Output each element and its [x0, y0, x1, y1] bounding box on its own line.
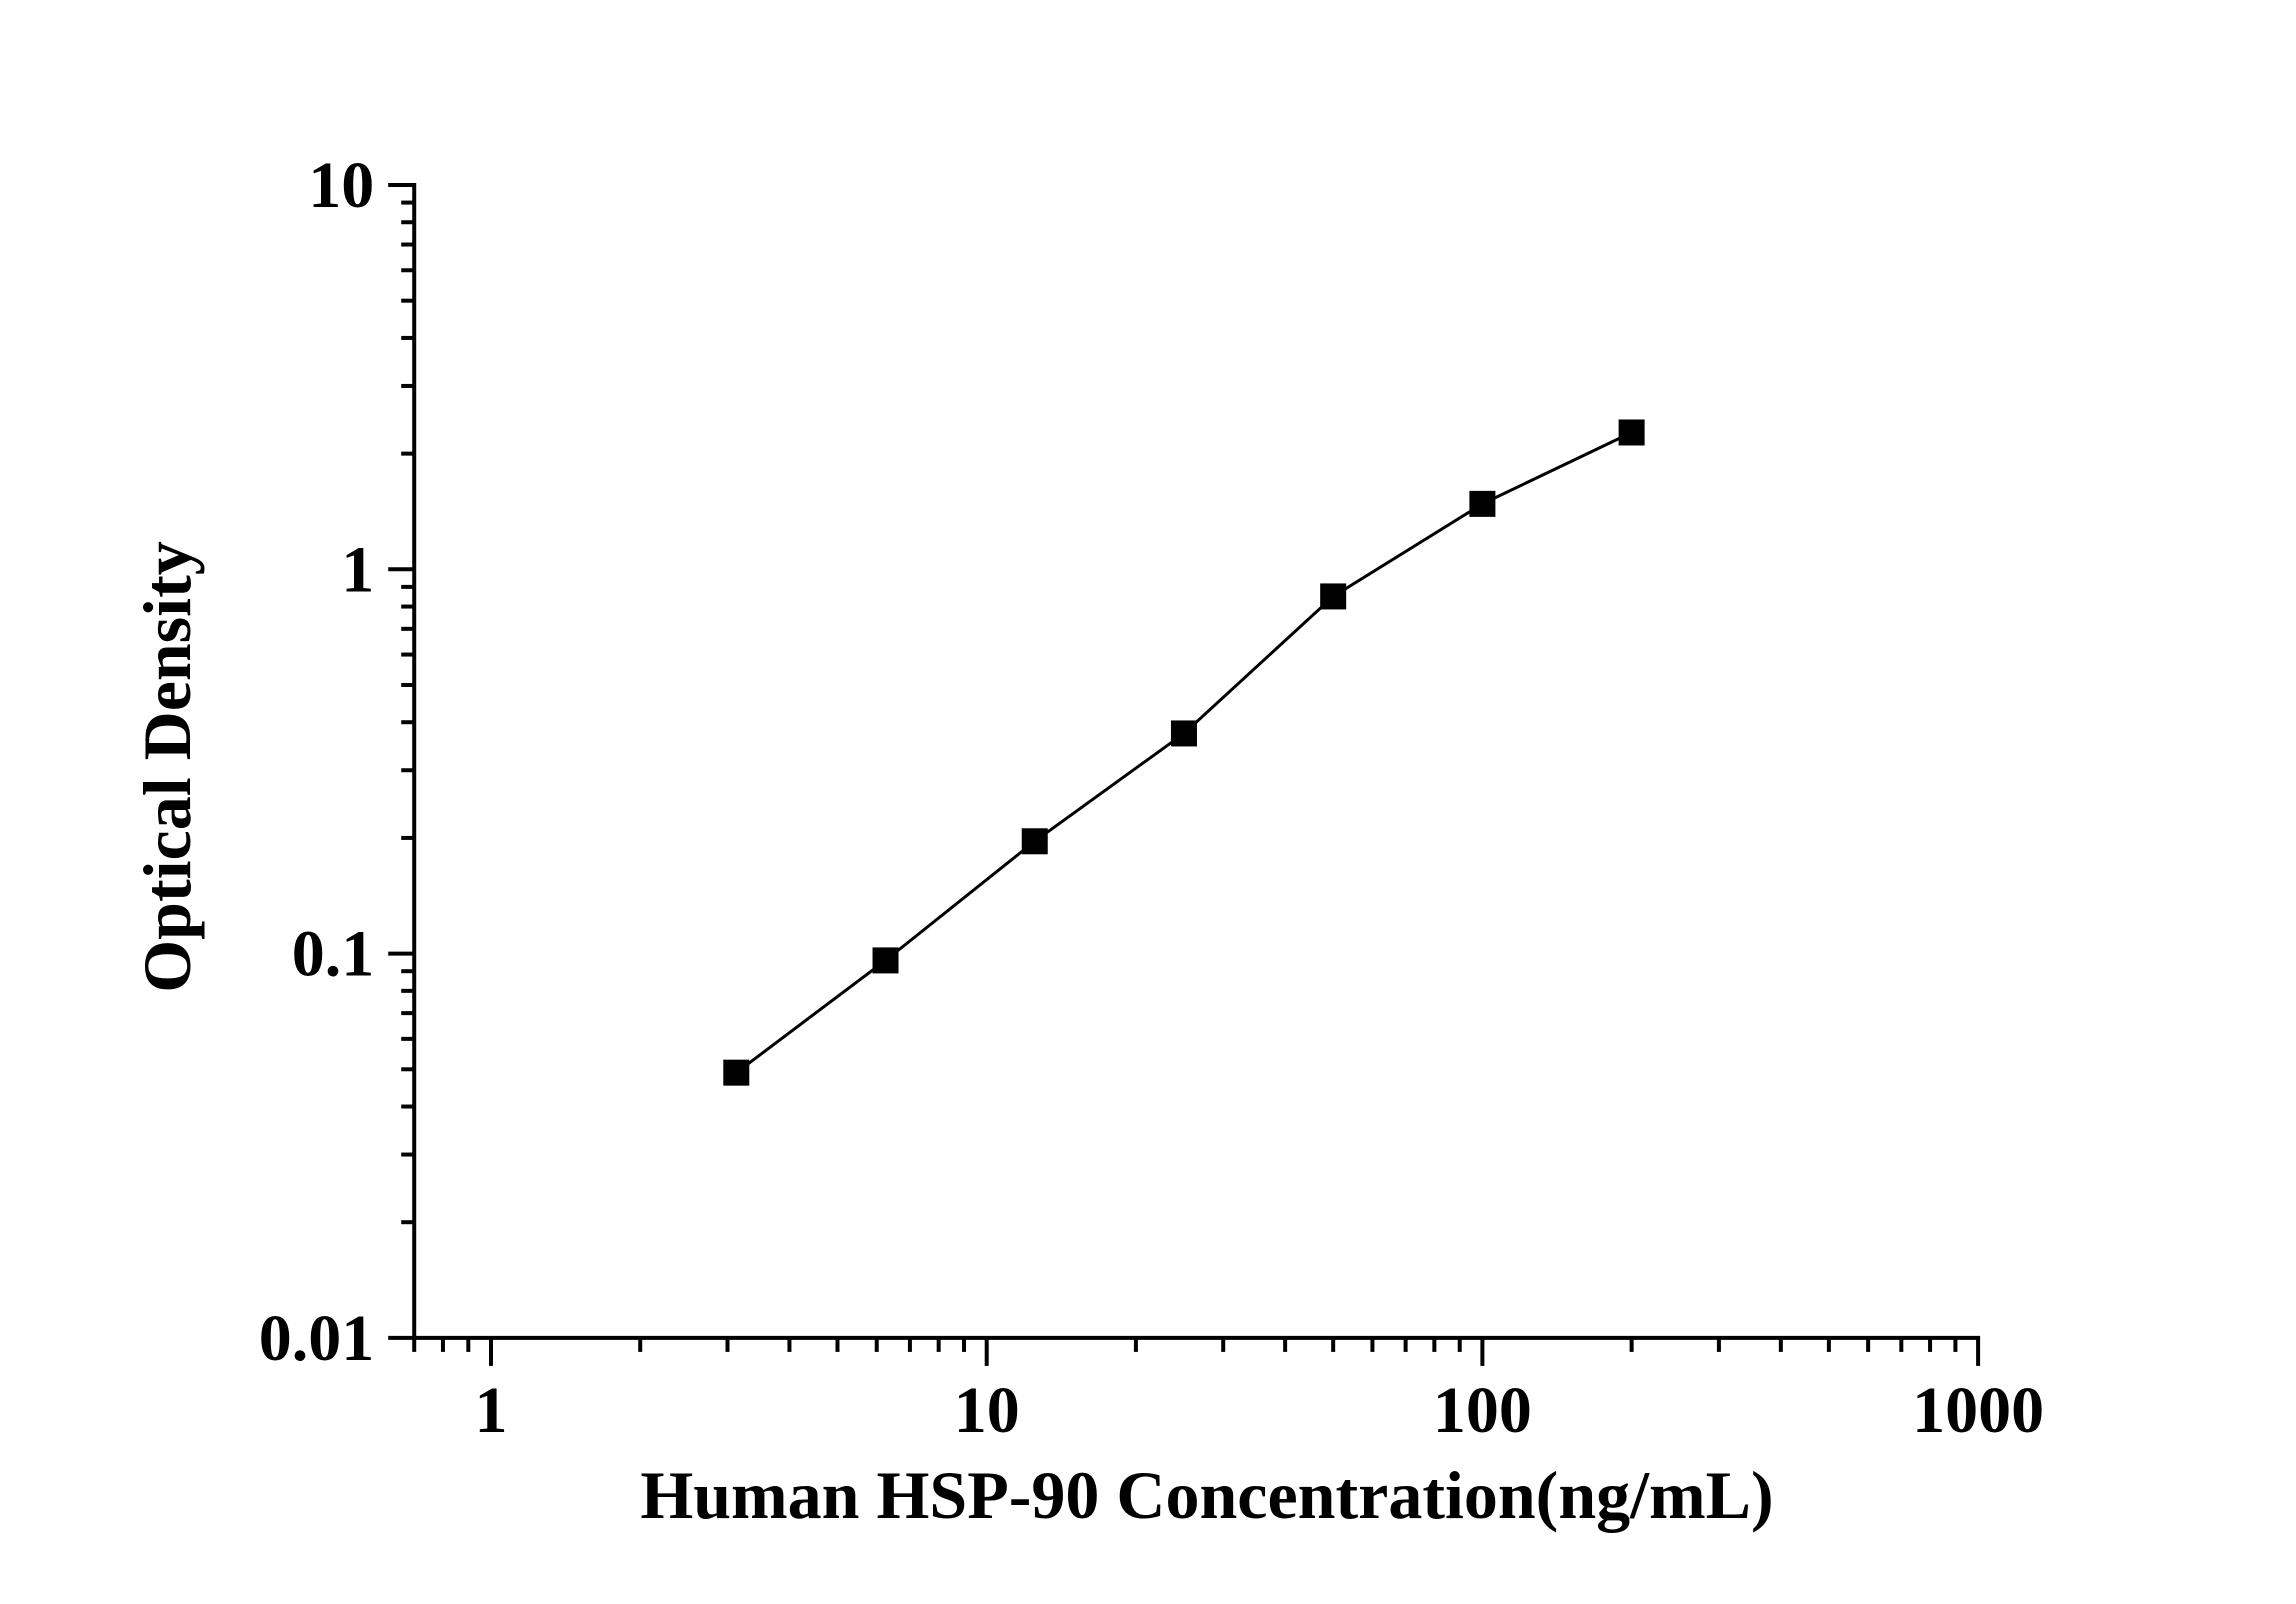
data-series-group: [723, 419, 1645, 1086]
x-tick-label: 1000: [1912, 1374, 2044, 1447]
y-axis-title: Optical Density: [129, 541, 205, 992]
data-point-marker: [1021, 828, 1048, 855]
y-tick-label: 0.01: [259, 1302, 375, 1375]
standard-curve-line: [735, 431, 1633, 1074]
data-point-marker: [1170, 720, 1197, 747]
data-point-marker: [1469, 490, 1496, 517]
x-tick-label: 100: [1433, 1374, 1532, 1447]
x-tick-label: 10: [954, 1374, 1020, 1447]
x-tick-label: 1: [475, 1374, 508, 1447]
y-tick-label: 1: [341, 533, 374, 606]
data-point-marker: [1320, 583, 1347, 610]
y-tick-label: 10: [308, 149, 374, 222]
x-axis-title: Human HSP-90 Concentration(ng/mL): [640, 1457, 1773, 1533]
axes-group: [412, 183, 1981, 1340]
tick-labels-group: 1 10 100 1000 10 1 0.1 0.01: [259, 149, 2044, 1447]
axis-ticks-group: [388, 183, 1981, 1366]
data-point-marker: [1618, 419, 1645, 446]
data-point-marker: [872, 947, 899, 974]
data-point-marker: [723, 1059, 750, 1086]
y-tick-label: 0.1: [292, 918, 375, 991]
